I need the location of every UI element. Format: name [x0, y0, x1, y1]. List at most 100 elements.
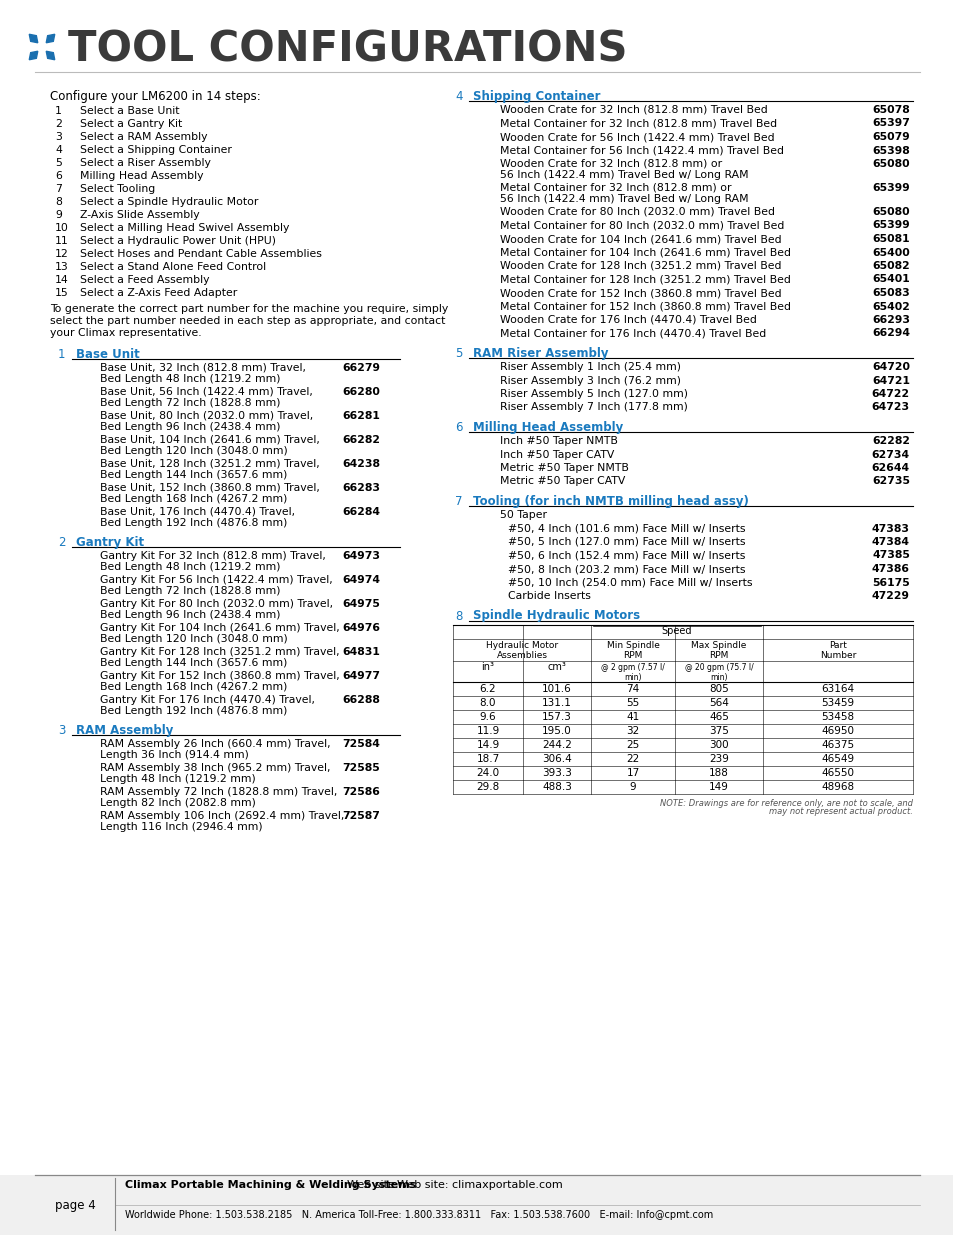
Text: 65081: 65081 — [871, 233, 909, 245]
Text: Wooden Crate for 152 Inch (3860.8 mm) Travel Bed: Wooden Crate for 152 Inch (3860.8 mm) Tr… — [499, 288, 781, 298]
Text: Base Unit: Base Unit — [76, 348, 139, 361]
Text: 17: 17 — [626, 768, 639, 778]
Text: your Climax representative.: your Climax representative. — [50, 329, 201, 338]
Text: 64975: 64975 — [342, 599, 379, 609]
Text: #50, 6 Inch (152.4 mm) Face Mill w/ Inserts: #50, 6 Inch (152.4 mm) Face Mill w/ Inse… — [507, 551, 744, 561]
Text: 29.8: 29.8 — [476, 783, 499, 793]
Text: 65402: 65402 — [871, 301, 909, 311]
Text: 65079: 65079 — [871, 132, 909, 142]
Text: RAM Assembly 72 Inch (1828.8 mm) Travel,: RAM Assembly 72 Inch (1828.8 mm) Travel, — [100, 787, 337, 797]
Text: 64976: 64976 — [341, 622, 379, 634]
Text: NOTE: Drawings are for reference only, are not to scale, and: NOTE: Drawings are for reference only, a… — [659, 799, 912, 808]
Text: 805: 805 — [708, 684, 728, 694]
Text: 64723: 64723 — [871, 403, 909, 412]
Text: Metal Container for 80 Inch (2032.0 mm) Travel Bed: Metal Container for 80 Inch (2032.0 mm) … — [499, 221, 783, 231]
Text: 24.0: 24.0 — [476, 768, 499, 778]
Text: TOOL CONFIGURATIONS: TOOL CONFIGURATIONS — [68, 28, 627, 70]
Polygon shape — [46, 35, 54, 43]
Text: Gantry Kit For 80 Inch (2032.0 mm) Travel,: Gantry Kit For 80 Inch (2032.0 mm) Trave… — [100, 599, 333, 609]
Text: Metal Container for 32 Inch (812.8 mm) Travel Bed: Metal Container for 32 Inch (812.8 mm) T… — [499, 119, 777, 128]
Text: RAM Assembly: RAM Assembly — [76, 724, 173, 737]
Text: Metal Container for 152 Inch (3860.8 mm) Travel Bed: Metal Container for 152 Inch (3860.8 mm)… — [499, 301, 790, 311]
Text: Configure your LM6200 in 14 steps:: Configure your LM6200 in 14 steps: — [50, 90, 260, 103]
Text: 488.3: 488.3 — [541, 783, 572, 793]
Text: 13: 13 — [55, 262, 69, 272]
Text: 66283: 66283 — [341, 483, 379, 493]
Text: 375: 375 — [708, 726, 728, 736]
Text: 32: 32 — [626, 726, 639, 736]
Text: Gantry Kit For 152 Inch (3860.8 mm) Travel,: Gantry Kit For 152 Inch (3860.8 mm) Trav… — [100, 671, 339, 680]
Text: 8: 8 — [55, 198, 62, 207]
Text: Speed: Speed — [661, 626, 692, 636]
Text: Length 116 Inch (2946.4 mm): Length 116 Inch (2946.4 mm) — [100, 823, 262, 832]
Text: 6.2: 6.2 — [479, 684, 496, 694]
Text: 188: 188 — [708, 768, 728, 778]
Text: Wooden Crate for 32 Inch (812.8 mm) or: Wooden Crate for 32 Inch (812.8 mm) or — [499, 159, 721, 169]
Text: Gantry Kit For 176 Inch (4470.4) Travel,: Gantry Kit For 176 Inch (4470.4) Travel, — [100, 695, 314, 705]
Text: 47384: 47384 — [871, 537, 909, 547]
Text: Tooling (for inch NMTB milling head assy): Tooling (for inch NMTB milling head assy… — [473, 495, 748, 508]
Text: 4: 4 — [455, 90, 462, 103]
Text: #50, 10 Inch (254.0 mm) Face Mill w/ Inserts: #50, 10 Inch (254.0 mm) Face Mill w/ Ins… — [507, 578, 752, 588]
Text: 47385: 47385 — [871, 551, 909, 561]
Text: Riser Assembly 7 Inch (177.8 mm): Riser Assembly 7 Inch (177.8 mm) — [499, 403, 687, 412]
Polygon shape — [30, 51, 38, 59]
Text: 12: 12 — [55, 249, 69, 259]
Text: Select a RAM Assembly: Select a RAM Assembly — [80, 132, 208, 142]
Text: 66294: 66294 — [871, 329, 909, 338]
Text: 46549: 46549 — [821, 755, 854, 764]
Text: 65080: 65080 — [871, 207, 909, 217]
Text: 14: 14 — [55, 275, 69, 285]
Text: Select a Base Unit: Select a Base Unit — [80, 106, 179, 116]
Text: Bed Length 192 Inch (4876.8 mm): Bed Length 192 Inch (4876.8 mm) — [100, 706, 287, 716]
Text: 11: 11 — [55, 236, 69, 246]
Text: Worldwide Phone: 1.503.538.2185   N. America Toll-Free: 1.800.333.8311   Fax: 1.: Worldwide Phone: 1.503.538.2185 N. Ameri… — [125, 1210, 713, 1220]
Text: 62644: 62644 — [871, 463, 909, 473]
Text: 564: 564 — [708, 699, 728, 709]
Text: 8: 8 — [455, 610, 462, 622]
Text: Select a Feed Assembly: Select a Feed Assembly — [80, 275, 210, 285]
Text: @ 2 gpm (7.57 l/
min): @ 2 gpm (7.57 l/ min) — [600, 662, 664, 682]
Text: 101.6: 101.6 — [541, 684, 571, 694]
Text: #50, 8 Inch (203.2 mm) Face Mill w/ Inserts: #50, 8 Inch (203.2 mm) Face Mill w/ Inse… — [507, 564, 744, 574]
Text: 50 Taper: 50 Taper — [499, 510, 546, 520]
Text: Wooden Crate for 128 Inch (3251.2 mm) Travel Bed: Wooden Crate for 128 Inch (3251.2 mm) Tr… — [499, 261, 781, 270]
Text: Gantry Kit: Gantry Kit — [76, 536, 144, 550]
Polygon shape — [30, 35, 38, 43]
Text: 65080: 65080 — [871, 159, 909, 169]
Text: 300: 300 — [708, 741, 728, 751]
Text: 195.0: 195.0 — [541, 726, 571, 736]
Text: Wooden Crate for 80 Inch (2032.0 mm) Travel Bed: Wooden Crate for 80 Inch (2032.0 mm) Tra… — [499, 207, 774, 217]
Text: Base Unit, 176 Inch (4470.4) Travel,: Base Unit, 176 Inch (4470.4) Travel, — [100, 508, 294, 517]
Text: RAM Assembly 26 Inch (660.4 mm) Travel,: RAM Assembly 26 Inch (660.4 mm) Travel, — [100, 739, 331, 748]
Text: select the part number needed in each step as appropriate, and contact: select the part number needed in each st… — [50, 316, 445, 326]
Text: Gantry Kit For 32 Inch (812.8 mm) Travel,: Gantry Kit For 32 Inch (812.8 mm) Travel… — [100, 551, 326, 561]
Text: Metric #50 Taper NMTB: Metric #50 Taper NMTB — [499, 463, 628, 473]
Text: 56 Inch (1422.4 mm) Travel Bed w/ Long RAM: 56 Inch (1422.4 mm) Travel Bed w/ Long R… — [499, 194, 748, 205]
Text: 2: 2 — [55, 119, 62, 128]
Text: 64973: 64973 — [341, 551, 379, 561]
Text: Bed Length 168 Inch (4267.2 mm): Bed Length 168 Inch (4267.2 mm) — [100, 494, 287, 505]
Text: 244.2: 244.2 — [541, 741, 572, 751]
Text: 72584: 72584 — [342, 739, 379, 748]
Text: 62734: 62734 — [871, 450, 909, 459]
Text: 157.3: 157.3 — [541, 713, 572, 722]
Text: 5: 5 — [55, 158, 62, 168]
Text: 66284: 66284 — [341, 508, 379, 517]
Text: 48968: 48968 — [821, 783, 854, 793]
Text: Metal Container for 128 Inch (3251.2 mm) Travel Bed: Metal Container for 128 Inch (3251.2 mm)… — [499, 274, 790, 284]
Text: 6: 6 — [455, 421, 462, 433]
Text: 3: 3 — [55, 132, 62, 142]
Text: 64720: 64720 — [871, 362, 909, 372]
Text: 72585: 72585 — [342, 763, 379, 773]
Text: Bed Length 48 Inch (1219.2 mm): Bed Length 48 Inch (1219.2 mm) — [100, 374, 280, 384]
Text: Gantry Kit For 128 Inch (3251.2 mm) Travel,: Gantry Kit For 128 Inch (3251.2 mm) Trav… — [100, 647, 339, 657]
Text: 65401: 65401 — [871, 274, 909, 284]
Text: 393.3: 393.3 — [541, 768, 572, 778]
Text: 9: 9 — [55, 210, 62, 220]
Text: 1: 1 — [58, 348, 66, 361]
Text: Metal Container for 56 Inch (1422.4 mm) Travel Bed: Metal Container for 56 Inch (1422.4 mm) … — [499, 146, 783, 156]
Text: 14.9: 14.9 — [476, 741, 499, 751]
Text: Min Spindle
RPM: Min Spindle RPM — [606, 641, 659, 659]
Text: 9: 9 — [629, 783, 636, 793]
